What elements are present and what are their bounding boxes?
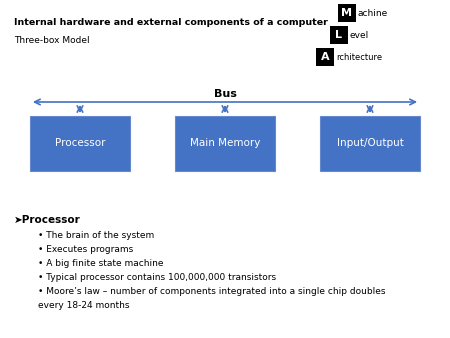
Bar bbox=[316, 48, 334, 66]
Text: Main Memory: Main Memory bbox=[190, 139, 260, 148]
Bar bbox=[30, 116, 130, 171]
Text: Bus: Bus bbox=[214, 89, 236, 99]
Text: L: L bbox=[336, 30, 342, 40]
Text: Internal hardware and external components of a computer: Internal hardware and external component… bbox=[14, 18, 328, 27]
Text: every 18-24 months: every 18-24 months bbox=[38, 301, 130, 310]
Text: • Moore’s law – number of components integrated into a single chip doubles: • Moore’s law – number of components int… bbox=[38, 287, 386, 296]
Text: • A big finite state machine: • A big finite state machine bbox=[38, 259, 163, 268]
Text: M: M bbox=[342, 8, 352, 18]
Text: rchitecture: rchitecture bbox=[336, 52, 382, 62]
Bar bbox=[338, 4, 356, 22]
Text: • Typical processor contains 100,000,000 transistors: • Typical processor contains 100,000,000… bbox=[38, 273, 276, 282]
Text: ➤Processor: ➤Processor bbox=[14, 215, 81, 225]
Bar bbox=[330, 26, 348, 44]
Bar bbox=[320, 116, 420, 171]
Text: Processor: Processor bbox=[55, 139, 105, 148]
Text: evel: evel bbox=[350, 30, 369, 40]
Text: Input/Output: Input/Output bbox=[337, 139, 404, 148]
Text: Three-box Model: Three-box Model bbox=[14, 36, 90, 45]
Text: • Executes programs: • Executes programs bbox=[38, 245, 133, 254]
Text: A: A bbox=[321, 52, 329, 62]
Bar bbox=[175, 116, 275, 171]
Text: achine: achine bbox=[358, 8, 388, 18]
Text: • The brain of the system: • The brain of the system bbox=[38, 231, 154, 240]
